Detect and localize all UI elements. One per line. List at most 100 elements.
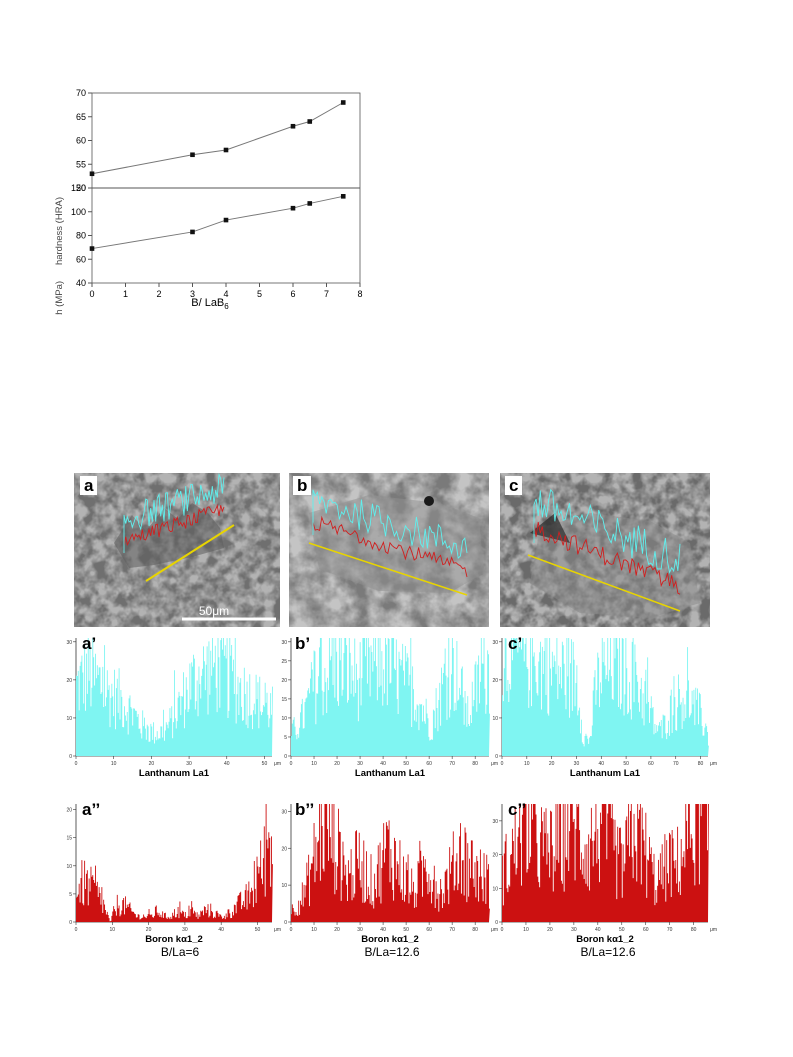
hist-x-tick: 50 — [262, 761, 268, 767]
hist-x-tick: 10 — [311, 927, 317, 933]
hardness-point — [89, 171, 95, 177]
hist-x-tick: 0 — [290, 927, 293, 933]
sem-panel-c — [500, 473, 710, 627]
hist-y-tick: 10 — [492, 886, 498, 892]
x-tick-label: 1 — [123, 289, 128, 299]
sem-panel-b — [289, 473, 489, 627]
hardness-y-tick: 65 — [76, 112, 86, 122]
hist-x-tick: 50 — [403, 927, 409, 933]
hist-y-tick: 15 — [66, 836, 72, 842]
strength-point — [89, 246, 95, 251]
hist-x-tick: 10 — [110, 927, 116, 933]
hardness-point — [290, 123, 296, 129]
x-tick-label: 6 — [290, 289, 295, 299]
hist-y-tick: 30 — [492, 819, 498, 825]
x-tick-label: 7 — [324, 289, 329, 299]
strength-point — [290, 205, 296, 211]
hardness-y-tick: 60 — [76, 136, 86, 146]
hist-y-tick: 10 — [492, 716, 498, 722]
hist-y-tick: 10 — [66, 716, 72, 722]
hist-x-tick: 30 — [182, 927, 188, 933]
panel-label-c: c — [505, 476, 523, 495]
hardness-y-tick: 70 — [76, 88, 86, 98]
hist-bars — [291, 804, 490, 922]
hist-x-tick: 80 — [698, 761, 704, 767]
hist-x-tick: 20 — [549, 761, 555, 767]
hardness-y-tick: 50 — [76, 183, 86, 193]
hist-unit: μm — [274, 761, 281, 767]
ratio-label-a: B/La=6 — [160, 945, 200, 959]
panel-label-a: a — [80, 476, 98, 495]
b-histogram-c: 0 10 20 30 0 10 20 30 40 50 60 70 80 μm Boron kα1_2 — [492, 804, 717, 945]
hist-y-tick: 30 — [492, 640, 498, 646]
hist-element-label: Lanthanum La1 — [139, 768, 210, 779]
ratio-label-c: B/La=12.6 — [580, 945, 636, 959]
la-histogram-a: 0 10 20 30 0 10 20 30 40 50 μm Lanthanum La1 — [66, 638, 281, 779]
hist-unit: μm — [491, 927, 498, 933]
strength-y-tick: 60 — [76, 254, 86, 264]
hist-y-tick: 30 — [66, 640, 72, 646]
hist-x-tick: 70 — [449, 761, 455, 767]
hist-y-tick: 0 — [69, 754, 72, 760]
hist-unit: μm — [274, 927, 281, 933]
hardness-axis-label: hardness (HRA) — [54, 197, 65, 265]
hist-x-tick: 40 — [380, 927, 386, 933]
strength-point — [223, 217, 229, 223]
strength-y-tick: 120 — [71, 183, 86, 193]
hist-x-tick: 70 — [673, 761, 679, 767]
hist-x-tick: 50 — [403, 761, 409, 767]
la-histogram-c: 0 10 20 30 0 10 20 30 40 50 60 70 80 μm Lanthanum La1 — [492, 638, 717, 779]
hardness-line — [91, 102, 344, 175]
hist-y-tick: 10 — [66, 864, 72, 870]
hist-x-tick: 20 — [334, 761, 340, 767]
hardness-point — [307, 119, 313, 124]
hist-x-tick: 60 — [426, 761, 432, 767]
hist-y-tick: 10 — [281, 883, 287, 889]
hist-x-tick: 70 — [449, 927, 455, 933]
hist-y-tick: 0 — [284, 920, 287, 926]
hist-y-tick: 20 — [281, 846, 287, 852]
strength-y-tick: 100 — [71, 207, 86, 217]
boron-histograms: 0 5 10 15 20 0 10 20 30 40 50 μm Boron kα1_2 0 10 20 30… — [66, 804, 717, 945]
hist-x-tick: 30 — [574, 761, 580, 767]
b-histogram-b: 0 10 20 30 0 10 20 30 40 50 60 70 80 μm Boron kα1_2 — [281, 804, 498, 945]
x-tick-label: 4 — [223, 289, 228, 299]
hist-y-tick: 0 — [495, 920, 498, 926]
hist-x-tick: 0 — [75, 927, 78, 933]
x-tick-label: 2 — [156, 289, 161, 299]
strength-axis-label: flexural strength (MPa) — [54, 281, 65, 315]
panel-label-a-prime: a’ — [82, 634, 97, 653]
hist-x-tick: 60 — [643, 927, 649, 933]
x-axis-label: B/ LaB6 — [191, 297, 229, 311]
hist-y-tick: 25 — [281, 659, 287, 665]
x-tick-label: 5 — [257, 289, 262, 299]
hist-x-tick: 30 — [357, 761, 363, 767]
x-tick-label: 8 — [357, 289, 362, 299]
hist-x-tick: 40 — [218, 927, 224, 933]
hist-x-tick: 20 — [149, 761, 155, 767]
hardness-point — [223, 147, 229, 153]
hist-x-tick: 60 — [426, 927, 432, 933]
hist-x-tick: 0 — [75, 761, 78, 767]
ratio-label-b: B/La=12.6 — [364, 945, 420, 959]
hist-element-label: Boron kα1_2 — [361, 934, 419, 945]
hist-x-tick: 30 — [357, 927, 363, 933]
hist-x-tick: 10 — [523, 927, 529, 933]
hist-bars — [502, 804, 709, 922]
hist-x-tick: 10 — [524, 761, 530, 767]
hist-bars — [502, 638, 709, 756]
hist-x-tick: 30 — [186, 761, 192, 767]
hist-y-tick: 20 — [492, 678, 498, 684]
hist-unit: μm — [710, 927, 717, 933]
hist-x-tick: 80 — [691, 927, 697, 933]
hist-y-tick: 20 — [66, 678, 72, 684]
hist-x-tick: 20 — [547, 927, 553, 933]
sem-panel-a: 50μm — [74, 473, 280, 627]
strength-point — [190, 229, 195, 235]
panel-label-b: b — [293, 476, 312, 495]
hist-unit: μm — [491, 761, 498, 767]
hist-y-tick: 30 — [281, 809, 287, 815]
hist-y-tick: 0 — [284, 754, 287, 760]
strength-line — [91, 195, 344, 250]
hist-x-tick: 0 — [290, 761, 293, 767]
